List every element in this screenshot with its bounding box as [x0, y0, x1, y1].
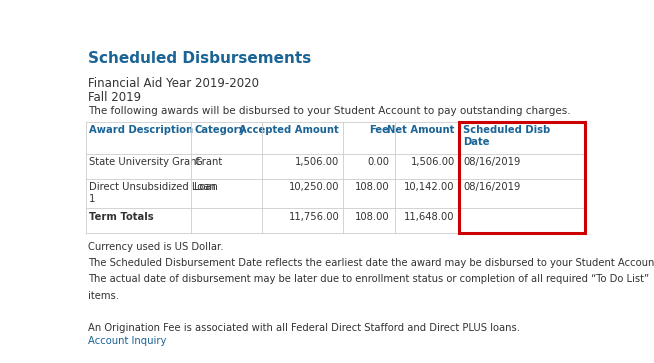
Text: Direct Unsubsidized Loan
1: Direct Unsubsidized Loan 1 — [90, 183, 216, 204]
Text: 10,142.00: 10,142.00 — [404, 183, 455, 192]
Text: items.: items. — [88, 291, 119, 301]
Text: 10,250.00: 10,250.00 — [288, 183, 339, 192]
Text: Loan: Loan — [194, 183, 218, 192]
Text: State University Grant: State University Grant — [90, 157, 201, 167]
Text: 1,506.00: 1,506.00 — [411, 157, 455, 167]
Text: Award Description: Award Description — [90, 125, 194, 135]
Text: Scheduled Disbursements: Scheduled Disbursements — [88, 50, 311, 66]
Text: Category: Category — [194, 125, 245, 135]
Text: An Origination Fee is associated with all Federal Direct Stafford and Direct PLU: An Origination Fee is associated with al… — [88, 323, 520, 333]
Text: 0.00: 0.00 — [368, 157, 389, 167]
Text: Financial Aid Year 2019-2020: Financial Aid Year 2019-2020 — [88, 77, 259, 90]
Text: Term Totals: Term Totals — [90, 212, 154, 222]
Text: 1,506.00: 1,506.00 — [295, 157, 339, 167]
Text: The following awards will be disbursed to your Student Account to pay outstandin: The following awards will be disbursed t… — [88, 106, 570, 115]
Text: 08/16/2019: 08/16/2019 — [463, 183, 521, 192]
Text: The Scheduled Disbursement Date reflects the earliest date the award may be disb: The Scheduled Disbursement Date reflects… — [88, 258, 654, 268]
Text: 08/16/2019: 08/16/2019 — [463, 157, 521, 167]
Text: 108.00: 108.00 — [354, 183, 389, 192]
Text: Fee: Fee — [370, 125, 389, 135]
Text: 108.00: 108.00 — [354, 212, 389, 222]
Text: Grant: Grant — [194, 157, 222, 167]
Text: 11,756.00: 11,756.00 — [288, 212, 339, 222]
Text: Currency used is US Dollar.: Currency used is US Dollar. — [88, 242, 223, 252]
Text: Net Amount: Net Amount — [387, 125, 455, 135]
Text: 11,648.00: 11,648.00 — [404, 212, 455, 222]
Text: The actual date of disbursement may be later due to enrollment status or complet: The actual date of disbursement may be l… — [88, 274, 649, 285]
Text: Account Inquiry: Account Inquiry — [88, 337, 166, 347]
Text: Scheduled Disb
Date: Scheduled Disb Date — [463, 125, 550, 147]
Text: Accepted Amount: Accepted Amount — [239, 125, 339, 135]
Text: Fall 2019: Fall 2019 — [88, 90, 141, 103]
